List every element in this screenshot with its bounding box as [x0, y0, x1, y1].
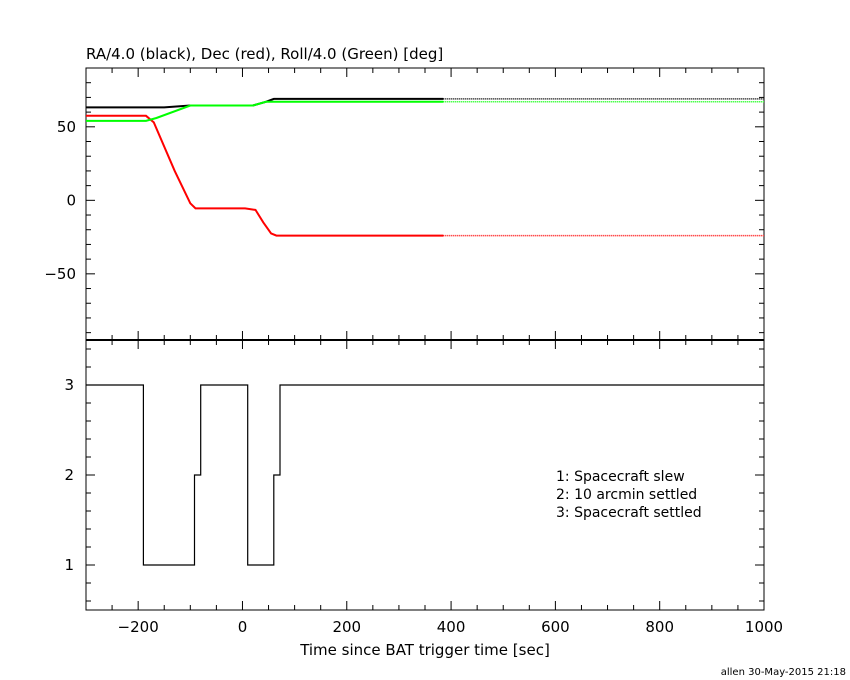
xtick-label: 600	[541, 618, 570, 636]
xtick-label: 200	[332, 618, 361, 636]
top-ytick-label: −50	[44, 265, 76, 283]
bottom-ytick-label: 1	[64, 556, 74, 574]
xtick-label: 0	[238, 618, 248, 636]
xtick-label: 400	[437, 618, 466, 636]
top-ytick-label: 0	[66, 191, 76, 209]
series-line-1	[86, 114, 444, 237]
xtick-label: 1000	[745, 618, 783, 636]
bottom-panel-ticks: 1 2 3 −200 0 200 400 600 800 1000	[64, 340, 783, 636]
legend-item-settled: 3: Spacecraft settled	[556, 505, 702, 521]
status-step-line-0	[86, 384, 764, 566]
legend-item-10arcmin: 2: 10 arcmin settled	[556, 487, 697, 503]
xtick-label: −200	[118, 618, 159, 636]
top-panel-title: RA/4.0 (black), Dec (red), Roll/4.0 (Gre…	[86, 45, 443, 63]
bottom-ytick-label: 2	[64, 466, 74, 484]
series-line-2	[86, 100, 444, 122]
top-panel-series	[86, 97, 764, 237]
top-panel-frame	[85, 67, 765, 341]
x-axis-label: Time since BAT trigger time [sec]	[299, 641, 550, 659]
legend-item-slew: 1: Spacecraft slew	[556, 469, 685, 485]
top-ytick-label: 50	[57, 118, 76, 136]
bottom-panel-series	[86, 384, 764, 566]
xtick-label: 800	[645, 618, 674, 636]
top-panel-ticks: 50 0 −50	[44, 68, 765, 340]
bottom-ytick-label: 3	[64, 376, 74, 394]
footer-stamp: allen 30-May-2015 21:18	[721, 667, 846, 678]
